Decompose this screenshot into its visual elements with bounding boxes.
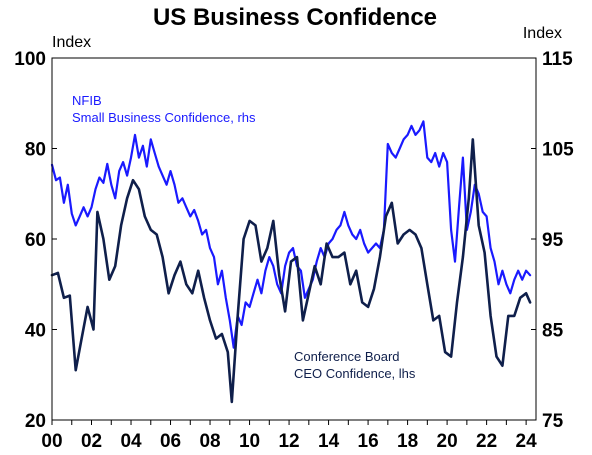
x-tick-label: 10 xyxy=(239,431,260,452)
x-tick-label: 00 xyxy=(41,431,62,452)
x-axis: 00 02 04 06 08 10 12 14 16 18 20 22 24 xyxy=(41,420,537,452)
series-label-ceo-line1: Conference Board xyxy=(294,349,400,364)
right-axis-unit: Index xyxy=(523,25,562,42)
left-tick-label: 100 xyxy=(14,49,46,70)
right-tick-label: 75 xyxy=(542,411,564,432)
x-tick-label: 08 xyxy=(199,431,220,452)
series-label-nfib-line2: Small Business Confidence, rhs xyxy=(72,110,256,125)
left-tick-label: 40 xyxy=(25,321,46,342)
x-tick-label: 14 xyxy=(318,431,340,452)
left-tick-label: 20 xyxy=(25,411,46,432)
x-tick-label: 06 xyxy=(160,431,181,452)
plot-frame xyxy=(51,57,537,421)
left-axis-unit: Index xyxy=(52,34,91,51)
x-tick-label: 16 xyxy=(358,431,379,452)
series-label-ceo: Conference Board CEO Confidence, lhs xyxy=(294,349,416,381)
x-tick-label: 22 xyxy=(476,431,497,452)
x-tick-label: 12 xyxy=(278,431,299,452)
nfib-series-line xyxy=(50,120,532,349)
plot-lines xyxy=(50,120,532,404)
right-tick-label: 115 xyxy=(542,49,573,70)
x-tick-label: 04 xyxy=(120,431,142,452)
chart-title: US Business Confidence xyxy=(153,4,437,31)
right-tick-label: 85 xyxy=(542,321,564,342)
right-tick-label: 105 xyxy=(542,140,574,161)
x-tick-label: 20 xyxy=(437,431,458,452)
ceo-confidence-series-line xyxy=(50,138,532,404)
series-label-nfib: NFIB Small Business Confidence, rhs xyxy=(72,93,256,125)
left-tick-label: 60 xyxy=(25,230,46,251)
x-tick-label: 18 xyxy=(397,431,418,452)
left-tick-label: 80 xyxy=(25,140,46,161)
right-axis-ticks: 75 85 95 105 115 xyxy=(531,49,574,432)
x-tick-label: 02 xyxy=(81,431,102,452)
right-tick-label: 95 xyxy=(542,230,564,251)
x-tick-label: 24 xyxy=(516,431,538,452)
left-axis-ticks: 20 40 60 80 100 xyxy=(14,49,57,432)
series-label-nfib-line1: NFIB xyxy=(72,93,102,108)
series-label-ceo-line2: CEO Confidence, lhs xyxy=(294,366,416,381)
